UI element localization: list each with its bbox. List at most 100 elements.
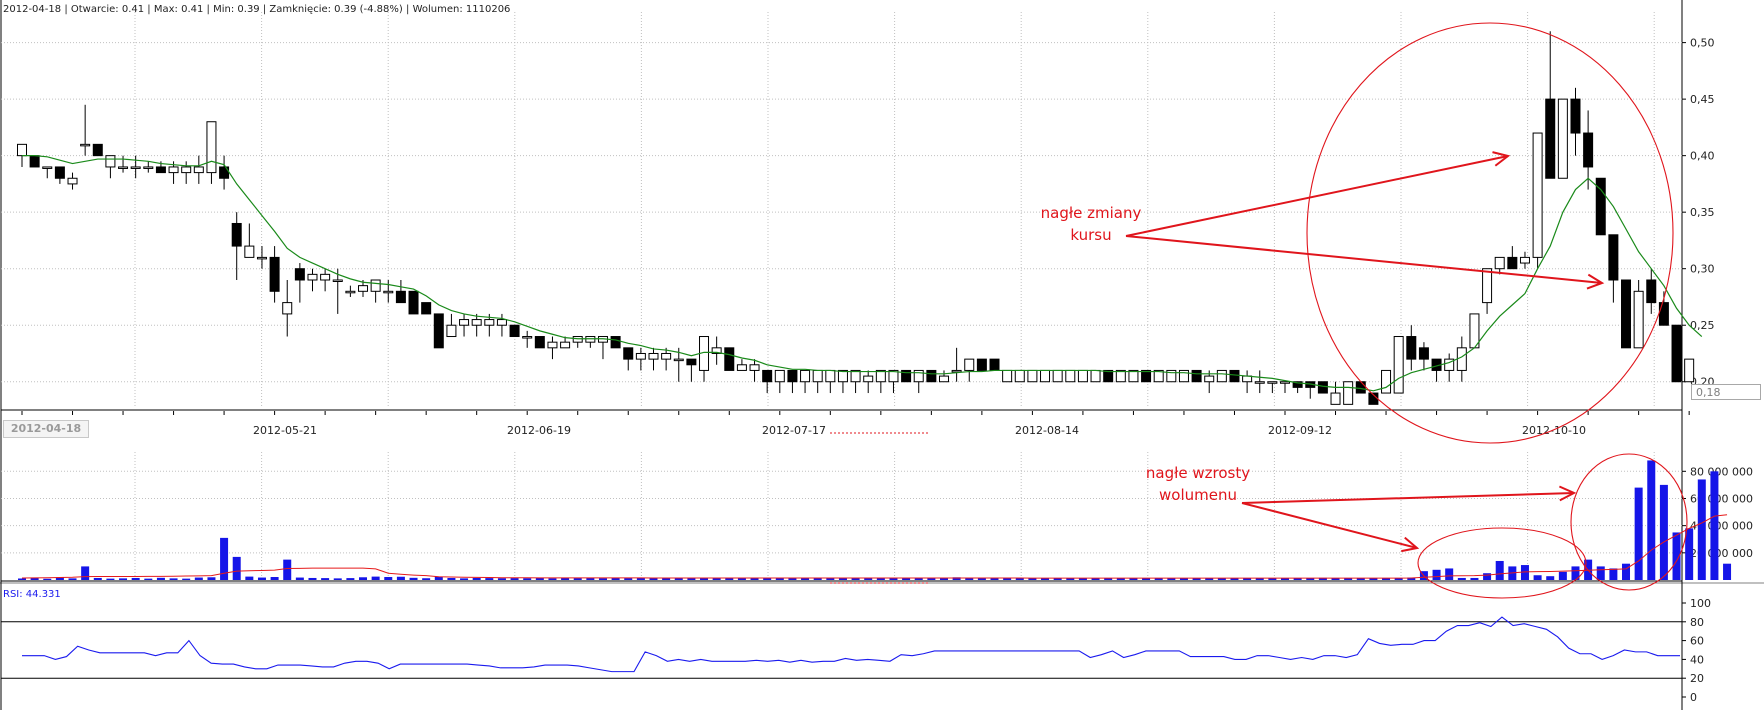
volume-bar	[965, 577, 974, 580]
volume-bar	[1154, 578, 1163, 580]
volume-bar	[1015, 578, 1024, 580]
candle-up	[888, 369, 899, 383]
volume-bar	[1078, 578, 1087, 580]
volume-bar	[1205, 578, 1214, 580]
volume-bar	[902, 578, 911, 580]
candle-down	[54, 166, 65, 179]
volume-bar	[1268, 578, 1277, 580]
candle-up	[1267, 381, 1278, 384]
candle-up	[1204, 375, 1215, 383]
candle-up	[749, 364, 760, 371]
volume-bar	[927, 578, 936, 580]
candle-up	[459, 319, 470, 326]
rsi-axis-label: 40	[1690, 653, 1704, 666]
volume-bar	[1495, 560, 1504, 580]
candle-up	[1633, 290, 1644, 349]
volume-bar	[156, 577, 165, 580]
volume-bar	[725, 577, 734, 580]
volume-bar	[737, 578, 746, 580]
candle-up	[1128, 369, 1139, 383]
volume-bar	[1318, 577, 1327, 580]
volume-bar	[889, 578, 898, 580]
volume-bar	[194, 577, 203, 580]
candle-down	[610, 336, 621, 349]
info-open: Otwarcie: 0.41	[70, 4, 145, 15]
volume-bar	[93, 577, 102, 580]
candle-up	[67, 177, 78, 185]
candle-up	[812, 369, 823, 383]
volume-bar	[636, 577, 645, 580]
volume-bar	[598, 578, 607, 580]
candle-up	[496, 319, 507, 326]
candle-down	[724, 347, 735, 371]
candle-up	[774, 369, 785, 383]
date-axis-label: 2012-10-10	[1522, 424, 1586, 437]
candle-up	[1381, 369, 1392, 394]
candle-up	[168, 166, 179, 174]
volume-bar	[662, 578, 671, 580]
candle-down	[231, 222, 242, 247]
volume-bar	[346, 578, 355, 580]
info-date: 2012-04-18	[3, 4, 62, 15]
rsi-line	[22, 616, 1680, 673]
candle-down	[421, 302, 432, 315]
info-separator: |	[406, 4, 413, 15]
volume-axis-label: 80 000 000	[1690, 465, 1753, 478]
volume-bar	[1217, 578, 1226, 580]
volume-bar	[472, 577, 481, 580]
candle-up	[547, 341, 558, 349]
volume-bar	[270, 577, 279, 580]
candle-up	[1077, 369, 1088, 383]
candle-down	[294, 268, 305, 281]
candle-down	[1570, 98, 1581, 134]
candle-down	[1418, 347, 1429, 360]
rsi-axis-label: 0	[1690, 691, 1697, 704]
volume-bar	[939, 578, 948, 580]
price-axis-label: 0,40	[1690, 150, 1715, 163]
rsi-axis-label: 80	[1690, 616, 1704, 629]
candle-down	[623, 347, 634, 360]
candle-up	[1216, 369, 1227, 383]
candle-down	[1671, 324, 1682, 383]
volume-bar	[1609, 568, 1618, 580]
price-arrow-upper	[1125, 155, 1509, 237]
volume-bar	[1659, 484, 1668, 580]
candle-down	[1608, 234, 1619, 281]
candle-down	[976, 358, 987, 371]
candle-down	[1317, 381, 1328, 394]
info-min: Min: 0.39	[213, 4, 260, 15]
volume-bar	[55, 577, 64, 580]
candle-up	[206, 121, 217, 174]
candle-up	[446, 324, 457, 338]
candle-up	[1178, 369, 1189, 383]
volume-bar	[81, 566, 90, 580]
candle-up	[825, 369, 836, 383]
volume-bar	[245, 576, 254, 580]
volume-bar	[1116, 578, 1125, 580]
candle-up	[471, 319, 482, 326]
candle-down	[1191, 369, 1202, 383]
volume-bar	[1546, 576, 1555, 580]
candle-up	[143, 166, 154, 169]
volume-bar	[1685, 528, 1694, 580]
candle-up	[673, 358, 684, 362]
candle-down	[1646, 279, 1657, 304]
price-axis-label: 0,45	[1690, 93, 1715, 106]
candle-up	[1052, 369, 1063, 383]
candle-down	[989, 358, 1000, 371]
volume-bar	[1179, 578, 1188, 580]
candle-up	[1343, 381, 1354, 405]
rsi-axis-label: 100	[1690, 597, 1711, 610]
volume-bar	[1255, 578, 1264, 580]
volume-bar	[1470, 577, 1479, 580]
candle-up	[1482, 268, 1493, 304]
candle-down	[762, 369, 773, 383]
rsi-axis-label: 20	[1690, 672, 1704, 685]
candle-down	[1621, 279, 1632, 349]
candle-up	[1444, 358, 1455, 371]
volume-bar	[144, 578, 153, 580]
candle-up	[130, 166, 141, 169]
candle-up	[800, 369, 811, 383]
